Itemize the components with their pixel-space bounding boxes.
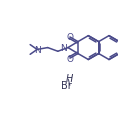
Text: N: N — [34, 46, 40, 55]
Text: H: H — [65, 73, 73, 83]
Text: N: N — [60, 44, 67, 53]
Text: O: O — [66, 33, 73, 42]
Text: Br: Br — [61, 81, 72, 91]
Text: O: O — [66, 54, 73, 63]
